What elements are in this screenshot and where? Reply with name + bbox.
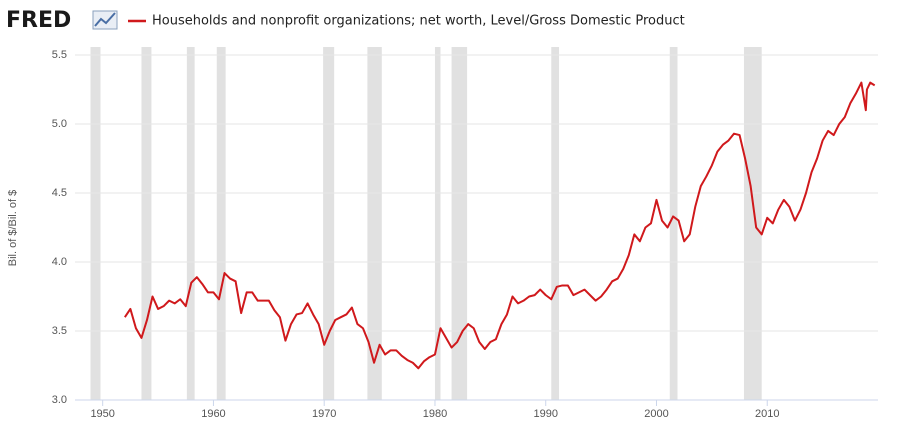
recession-band	[669, 47, 678, 400]
recession-band	[216, 47, 226, 400]
data-line	[124, 81, 876, 370]
recession-band	[743, 47, 762, 400]
brand-icon	[92, 10, 118, 30]
y-tick-label: 5.0	[52, 118, 67, 130]
y-tick-label: 4.0	[52, 256, 67, 268]
y-tick-label: 5.5	[52, 49, 67, 61]
legend-label: Households and nonprofit organizations; …	[152, 14, 685, 29]
recession-band	[186, 47, 195, 400]
x-tick-label: 2010	[755, 408, 779, 420]
recession-band	[323, 47, 335, 400]
recession-band	[434, 47, 441, 400]
recession-band	[367, 47, 382, 400]
y-tick-label: 3.5	[52, 325, 67, 337]
recession-band	[141, 47, 152, 400]
recession-band	[90, 47, 101, 400]
x-tick-label: 1970	[312, 408, 336, 420]
x-tick-label: 1960	[201, 408, 225, 420]
brand: FRED	[6, 8, 71, 33]
recession-band	[551, 47, 560, 400]
x-tick-label: 1990	[533, 408, 557, 420]
y-tick-label: 3.0	[52, 394, 67, 406]
x-tick-label: 2000	[644, 408, 668, 420]
recession-band	[451, 47, 468, 400]
y-tick-label: 4.5	[52, 187, 67, 199]
x-tick-label: 1980	[423, 408, 447, 420]
x-tick-label: 1950	[90, 408, 114, 420]
y-axis-label: Bil. of $/Bil. of $	[7, 190, 19, 266]
